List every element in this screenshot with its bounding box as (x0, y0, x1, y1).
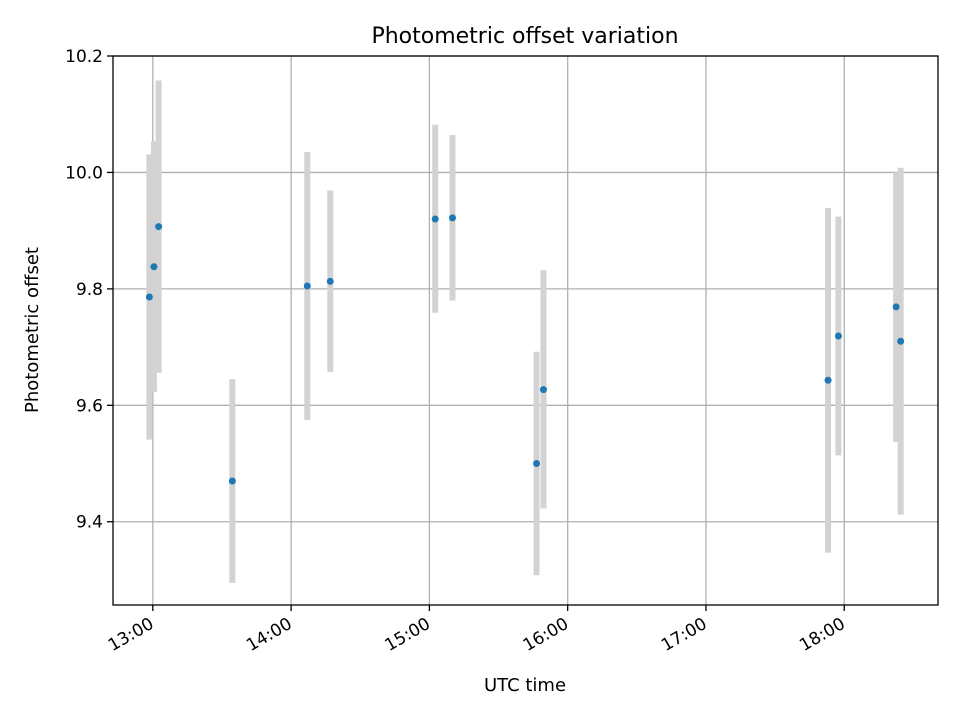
data-point (897, 337, 905, 345)
data-point (533, 460, 541, 468)
plot-area (113, 56, 938, 605)
data-point (228, 477, 236, 485)
x-axis-label: UTC time (484, 675, 566, 696)
data-point (155, 223, 163, 231)
y-tick-label: 10.2 (65, 47, 103, 67)
data-point (448, 214, 456, 222)
y-axis-label: Photometric offset (22, 247, 43, 413)
y-tick-label: 9.6 (76, 396, 103, 416)
data-point (892, 303, 900, 311)
chart-title: Photometric offset variation (371, 24, 678, 49)
y-tick-label: 9.8 (76, 280, 103, 300)
data-point (150, 263, 158, 271)
y-tick-label: 10.0 (65, 163, 103, 183)
data-point (539, 386, 547, 394)
data-point (326, 277, 334, 285)
data-point (431, 215, 439, 223)
data-point (834, 332, 842, 340)
y-tick-label: 9.4 (76, 513, 103, 533)
data-point (824, 376, 832, 384)
plot-frame (112, 55, 939, 606)
data-point (145, 293, 153, 301)
data-point (303, 282, 311, 290)
data-points (145, 214, 905, 485)
